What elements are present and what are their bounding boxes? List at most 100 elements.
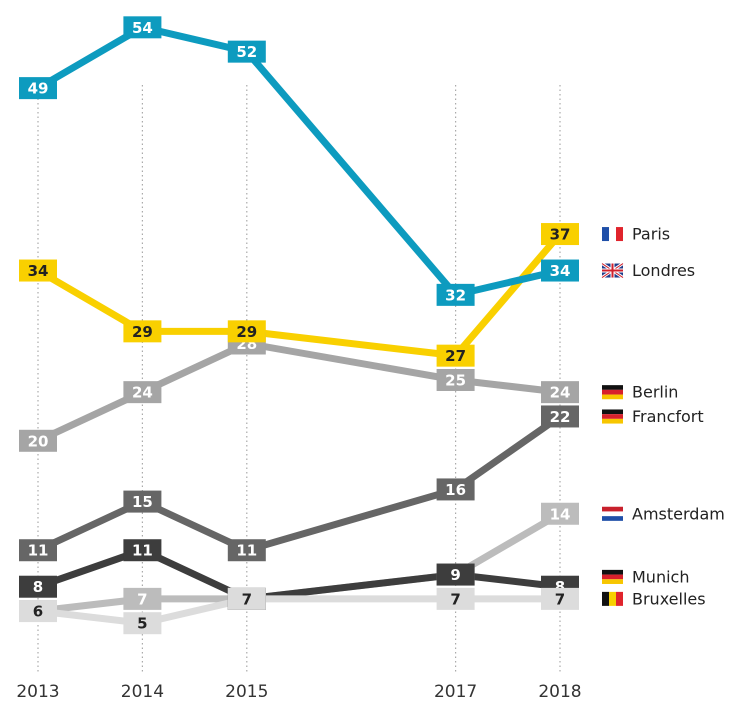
- data-point: 34: [19, 259, 57, 282]
- data-point: 11: [123, 539, 162, 562]
- value-label: 7: [555, 590, 565, 608]
- flag: [602, 263, 623, 278]
- value-label: 5: [137, 615, 147, 633]
- data-point: 27: [436, 344, 475, 367]
- value-label: 8: [555, 578, 565, 596]
- data-point: 32: [436, 283, 475, 306]
- flag: [602, 227, 609, 242]
- series-line: [36, 340, 561, 444]
- value-label: 34: [28, 262, 49, 280]
- data-point: 7: [123, 587, 162, 610]
- flag: [602, 389, 623, 395]
- flag: [602, 418, 623, 424]
- legend-label: Bruxelles: [632, 589, 706, 608]
- value-label: 54: [132, 19, 153, 37]
- value-label: 29: [236, 323, 257, 341]
- data-point: 52: [227, 40, 266, 63]
- flag: [602, 409, 623, 415]
- value-box: [123, 381, 162, 404]
- value-box: [436, 563, 475, 586]
- value-label: 32: [445, 286, 466, 304]
- value-label: 25: [445, 371, 466, 389]
- x-tick-label: 2018: [538, 682, 581, 702]
- data-point: 5: [123, 612, 162, 635]
- value-label: 11: [28, 542, 49, 560]
- legend-entry: Londres: [601, 261, 695, 280]
- value-box: [123, 16, 162, 39]
- value-box: [123, 320, 162, 343]
- value-label: 16: [445, 481, 466, 499]
- legend-label: Londres: [632, 261, 695, 280]
- legend-entry: Bruxelles: [602, 589, 706, 608]
- flag: [602, 574, 623, 580]
- x-tick-label: 2015: [225, 682, 268, 702]
- value-box: [19, 259, 57, 282]
- value-label: 6: [33, 603, 43, 621]
- data-point: 11: [227, 539, 266, 562]
- legend-label: Paris: [632, 225, 670, 244]
- flag: [602, 516, 623, 521]
- data-point: 25: [436, 368, 475, 391]
- value-label: 9: [450, 566, 460, 584]
- value-label: 29: [132, 323, 153, 341]
- flag: [616, 227, 623, 242]
- value-label: 22: [550, 408, 571, 426]
- x-tick-label: 2013: [16, 682, 59, 702]
- data-point: 7: [541, 587, 579, 610]
- data-point: 7: [227, 587, 266, 610]
- flag: [602, 591, 609, 606]
- data-point: 34: [541, 259, 579, 282]
- data-point: 11: [19, 539, 57, 562]
- flag: [602, 506, 623, 512]
- value-box: [227, 539, 266, 562]
- value-label: 24: [550, 384, 571, 402]
- value-box: [541, 259, 579, 282]
- flag: [616, 591, 623, 606]
- data-point: 9: [436, 563, 475, 586]
- data-point: 7: [436, 587, 475, 610]
- data-point: 16: [436, 478, 475, 501]
- value-box: [123, 587, 162, 610]
- flag: [609, 591, 616, 606]
- value-box: [541, 587, 579, 610]
- series-line: [36, 23, 561, 299]
- value-box: [19, 77, 57, 100]
- data-point: 14: [541, 502, 579, 525]
- value-label: 7: [242, 590, 252, 608]
- value-box: [436, 283, 475, 306]
- value-label: 52: [236, 43, 257, 61]
- value-label: 7: [137, 590, 147, 608]
- value-box: [19, 600, 57, 623]
- value-box: [19, 575, 57, 598]
- x-tick-label: 2014: [121, 682, 164, 702]
- legend-label: Francfort: [632, 407, 704, 426]
- value-label: 11: [132, 542, 153, 560]
- value-box: [123, 612, 162, 635]
- data-point: 15: [123, 490, 162, 513]
- value-label: 49: [28, 80, 49, 98]
- value-box: [227, 40, 266, 63]
- value-box: [123, 490, 162, 513]
- legend-label: Berlin: [632, 383, 678, 402]
- value-label: 34: [550, 262, 571, 280]
- data-point: 49: [19, 77, 57, 100]
- data-point: 22: [541, 405, 579, 428]
- data-point: 6: [19, 600, 57, 623]
- data-point: 37: [541, 223, 579, 246]
- legend-entry: Paris: [602, 225, 670, 244]
- value-box: [436, 587, 475, 610]
- value-label: 37: [550, 226, 571, 244]
- flag: [602, 511, 623, 517]
- flag: [609, 227, 616, 242]
- flag: [602, 385, 623, 390]
- flag: [602, 414, 623, 419]
- x-tick-label: 2017: [434, 682, 477, 702]
- data-point: 54: [123, 16, 162, 39]
- value-label: 11: [236, 542, 257, 560]
- legend-label: Munich: [632, 567, 689, 586]
- value-box: [541, 381, 579, 404]
- value-box: [436, 368, 475, 391]
- value-box: [19, 539, 57, 562]
- data-point: 20: [19, 429, 57, 452]
